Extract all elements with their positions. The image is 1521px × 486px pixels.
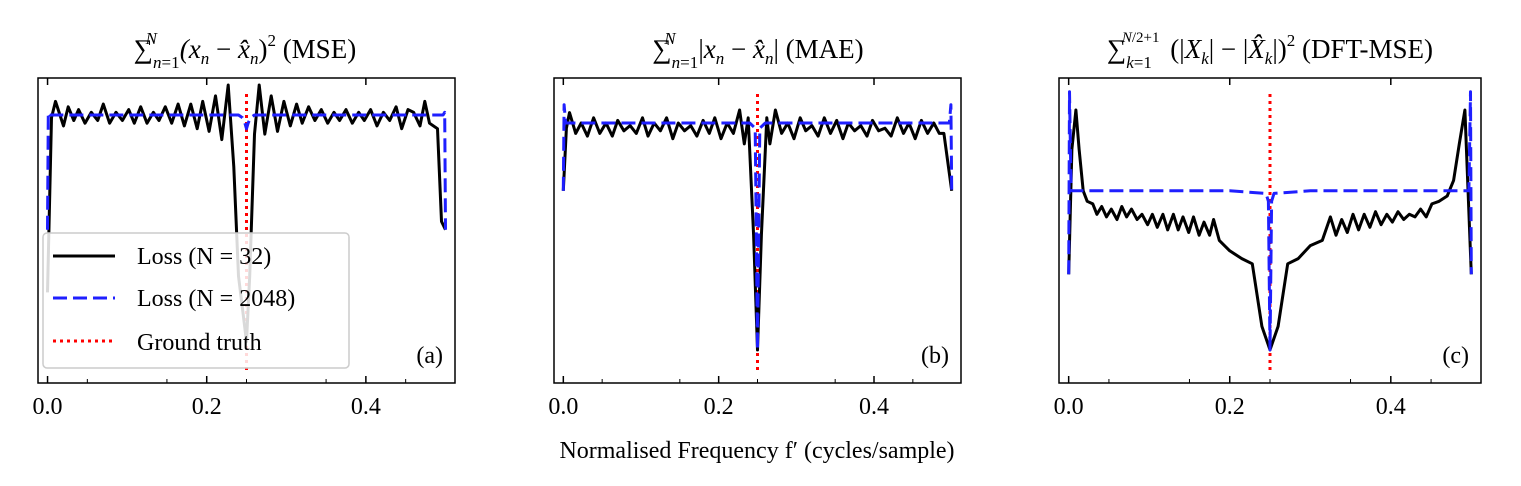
legend-label-truth: Ground truth (137, 330, 262, 356)
panel-b-xtick-label: 0.2 (704, 394, 734, 420)
panel-a-title: ∑n=1N (xn − x̂n)2 (MSE) (134, 29, 356, 72)
shared-x-axis-label: Normalised Frequency f′ (cycles/sample) (559, 438, 954, 464)
panel-a-label: (a) (416, 343, 443, 369)
panel-c-label: (c) (1442, 343, 1469, 369)
legend-label-n2048: Loss (N = 2048) (137, 286, 295, 312)
panel-c: ∑k=1N/2+1 (|Xk| − |X̂k|)2 (DFT-MSE) 0.0 0… (1054, 30, 1482, 420)
panel-b-title: ∑n=1N |xn − x̂n| (MAE) (652, 29, 863, 72)
panel-b-xtick-label: 0.0 (548, 394, 578, 420)
panel-c-xtick-label: 0.4 (1376, 394, 1406, 420)
panel-b-xtick-label: 0.4 (859, 394, 889, 420)
panel-a-series-n2048 (46, 110, 447, 230)
panel-c-xtick-label: 0.2 (1215, 394, 1245, 420)
panel-a-xtick-label: 0.4 (351, 394, 381, 420)
panel-c-series-n32 (1067, 108, 1473, 352)
panel-a-xtick-label: 0.2 (192, 394, 222, 420)
panel-c-title: ∑k=1N/2+1 (|Xk| − |X̂k|)2 (DFT-MSE) (1107, 30, 1433, 72)
panel-c-xtick-label: 0.0 (1054, 394, 1084, 420)
panel-a-xtick-label: 0.0 (33, 394, 63, 420)
panel-b-label: (b) (921, 343, 949, 369)
panel-c-series-n2048 (1067, 90, 1473, 352)
legend: Loss (N = 32) Loss (N = 2048) Ground tru… (42, 232, 350, 369)
panel-b-series-n2048 (561, 103, 954, 352)
legend-frame (42, 232, 350, 369)
legend-label-n32: Loss (N = 32) (137, 244, 271, 270)
panel-b: ∑n=1N |xn − x̂n| (MAE) 0.0 0.2 0.4 (b) (548, 29, 962, 420)
